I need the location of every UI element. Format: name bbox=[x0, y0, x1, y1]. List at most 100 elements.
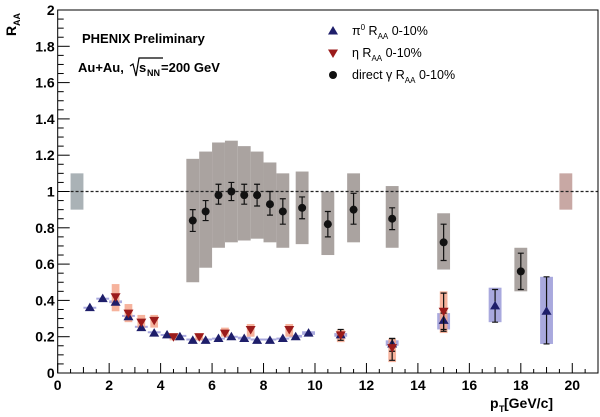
data-point bbox=[168, 333, 179, 342]
data-point bbox=[123, 309, 134, 319]
legend-entry: η RAA 0-10% bbox=[352, 46, 422, 63]
legend-sup: 0 bbox=[361, 23, 366, 32]
legend-marker bbox=[329, 71, 337, 79]
svg-text:AA: AA bbox=[12, 13, 22, 26]
y-tick-label: 1.6 bbox=[35, 75, 55, 91]
data-point bbox=[245, 325, 256, 335]
data-point bbox=[174, 331, 185, 341]
data-point bbox=[303, 328, 314, 337]
svg-text:s: s bbox=[139, 60, 146, 75]
data-point bbox=[227, 187, 236, 196]
legend-sub: AA bbox=[405, 76, 416, 85]
data-point bbox=[201, 207, 210, 216]
data-point bbox=[240, 191, 249, 200]
data-point bbox=[323, 220, 332, 229]
data-point bbox=[187, 335, 198, 344]
x-tick-label: 2 bbox=[105, 377, 113, 393]
y-tick-label: 0.8 bbox=[35, 220, 55, 236]
x-tick-label: 10 bbox=[307, 377, 323, 393]
data-point bbox=[194, 333, 205, 342]
x-axis-label: p T [GeV/c] bbox=[490, 395, 553, 414]
x-tick-label: 4 bbox=[157, 377, 165, 393]
x-tick-label: 12 bbox=[359, 377, 375, 393]
data-point bbox=[298, 203, 307, 212]
data-point bbox=[84, 302, 95, 312]
data-point bbox=[388, 214, 397, 223]
legend-marker bbox=[328, 26, 338, 35]
y-tick-label: 0.4 bbox=[35, 292, 55, 308]
y-tick-label: 0 bbox=[47, 365, 55, 381]
svg-text:T: T bbox=[499, 404, 505, 414]
legend-marker bbox=[328, 49, 338, 58]
legend-text: 0-10% bbox=[382, 46, 422, 60]
data-point bbox=[226, 331, 237, 341]
legend-text: direct γ bbox=[352, 68, 393, 82]
svg-text:p: p bbox=[490, 395, 499, 411]
x-tick-label: 18 bbox=[513, 377, 529, 393]
data-point bbox=[387, 344, 398, 353]
svg-text:NN: NN bbox=[147, 68, 160, 78]
svg-text:[GeV/c]: [GeV/c] bbox=[504, 395, 553, 411]
data-point bbox=[188, 216, 197, 225]
y-tick-label: 1.4 bbox=[35, 111, 55, 127]
data-point bbox=[541, 306, 552, 315]
legend: π0 RAA 0-10%η RAA 0-10%direct γ RAA 0-10… bbox=[328, 23, 455, 85]
x-tick-label: 20 bbox=[564, 377, 580, 393]
legend-entry: direct γ RAA 0-10% bbox=[352, 68, 455, 85]
data-point bbox=[265, 200, 274, 209]
x-tick-label: 14 bbox=[410, 377, 426, 393]
legend-text: η bbox=[352, 46, 359, 60]
data-point bbox=[277, 333, 288, 343]
data-point bbox=[290, 331, 301, 341]
data-point bbox=[149, 328, 160, 337]
data-point bbox=[264, 335, 275, 344]
legend-text: R bbox=[392, 68, 405, 82]
data-point bbox=[97, 293, 108, 303]
data-point bbox=[149, 316, 160, 326]
data-point bbox=[239, 333, 250, 343]
y-tick-label: 0.2 bbox=[35, 329, 55, 345]
data-point bbox=[438, 307, 449, 317]
data-point bbox=[284, 325, 295, 335]
data-point bbox=[200, 335, 211, 344]
y-tick-label: 2 bbox=[47, 2, 55, 18]
legend-text: 0-10% bbox=[388, 24, 428, 38]
y-tick-label: 1 bbox=[47, 184, 55, 200]
legend-text: R bbox=[365, 24, 378, 38]
y-axis-label: R AA bbox=[3, 13, 22, 36]
data-point bbox=[214, 191, 223, 200]
data-point bbox=[335, 331, 346, 340]
data-point bbox=[278, 207, 287, 216]
data-point bbox=[490, 300, 501, 310]
svg-text:Au+Au,: Au+Au, bbox=[78, 60, 124, 75]
data-point bbox=[213, 333, 224, 343]
data-point bbox=[516, 267, 525, 276]
legend-text: 0-10% bbox=[415, 68, 455, 82]
data-point bbox=[110, 293, 121, 302]
data-point bbox=[439, 238, 448, 247]
x-tick-label: 16 bbox=[462, 377, 478, 393]
y-tick-label: 1.2 bbox=[35, 147, 55, 163]
x-tick-label: 6 bbox=[208, 377, 216, 393]
x-tick-label: 0 bbox=[54, 377, 62, 393]
legend-text: R bbox=[359, 46, 372, 60]
data-point bbox=[219, 329, 230, 339]
annotation-title: PHENIX Preliminary bbox=[82, 31, 206, 46]
x-tick-label: 8 bbox=[260, 377, 268, 393]
data-point bbox=[253, 191, 262, 200]
sqrt-symbol bbox=[129, 57, 163, 77]
svg-text:=200 GeV: =200 GeV bbox=[161, 60, 220, 75]
svg-text:R: R bbox=[3, 26, 19, 36]
y-tick-label: 1.8 bbox=[35, 38, 55, 54]
legend-text: π bbox=[352, 24, 361, 38]
legend-sub: AA bbox=[378, 32, 389, 41]
data-point bbox=[162, 329, 173, 339]
legend-sub: AA bbox=[371, 54, 382, 63]
data-point bbox=[136, 318, 147, 328]
y-tick-label: 0.6 bbox=[35, 256, 55, 272]
legend-entry: π0 RAA 0-10% bbox=[352, 23, 428, 41]
annotation-system: Au+Au, s NN =200 GeV bbox=[78, 57, 220, 78]
data-point bbox=[349, 205, 358, 214]
data-point bbox=[252, 335, 263, 344]
